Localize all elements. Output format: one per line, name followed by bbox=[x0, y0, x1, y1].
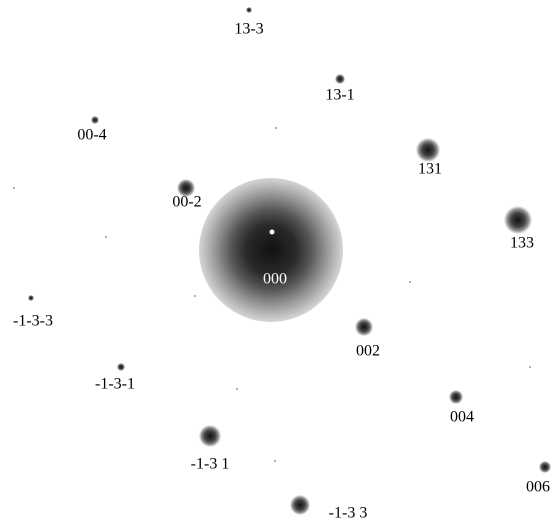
spot-label: -1-3 1 bbox=[191, 456, 230, 473]
speck bbox=[274, 460, 276, 462]
speck bbox=[529, 366, 531, 368]
spot bbox=[449, 390, 463, 404]
central-dot bbox=[270, 230, 275, 235]
spot bbox=[246, 7, 252, 13]
spot bbox=[416, 138, 440, 162]
spot-label: -1-3-3 bbox=[13, 313, 53, 330]
spot-label: -1-3-1 bbox=[95, 376, 135, 393]
spot bbox=[355, 318, 373, 336]
spot-label: 133 bbox=[510, 235, 534, 252]
spot-label: 002 bbox=[356, 343, 380, 360]
spot bbox=[28, 295, 34, 301]
spot-label: 006 bbox=[526, 479, 550, 496]
speck bbox=[194, 295, 196, 297]
spot bbox=[290, 495, 310, 515]
spot-label: 00-4 bbox=[77, 127, 106, 144]
diffraction-pattern: 13-3 13-1 00-4 131 00-2 133 000 -1-3-3 0… bbox=[0, 0, 555, 522]
speck bbox=[105, 236, 107, 238]
spot bbox=[504, 206, 532, 234]
spot bbox=[91, 116, 99, 124]
spot bbox=[117, 363, 125, 371]
central-beam bbox=[199, 178, 343, 322]
speck bbox=[275, 127, 277, 129]
spot-label: 000 bbox=[263, 271, 287, 288]
spot-label: -1-3 3 bbox=[329, 505, 368, 522]
spot bbox=[335, 74, 345, 84]
spot-label: 00-2 bbox=[172, 194, 201, 211]
spot bbox=[539, 461, 551, 473]
spot-label: 004 bbox=[450, 409, 474, 426]
spot-label: 13-1 bbox=[325, 87, 354, 104]
speck bbox=[236, 388, 238, 390]
spot-label: 13-3 bbox=[234, 21, 263, 38]
spot-label: 131 bbox=[418, 161, 442, 178]
spot bbox=[199, 425, 221, 447]
speck bbox=[13, 187, 15, 189]
speck bbox=[409, 281, 411, 283]
